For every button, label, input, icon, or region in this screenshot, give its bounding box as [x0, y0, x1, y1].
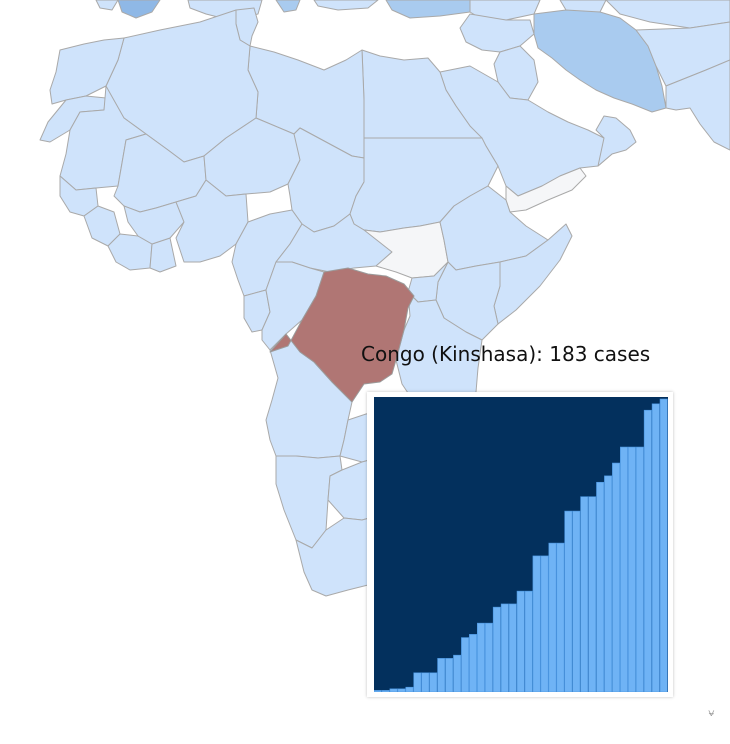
chart-bar [540, 555, 549, 692]
chart-bar [588, 496, 597, 692]
chart-bar [643, 409, 652, 692]
map-country[interactable] [95, 0, 119, 11]
country-tooltip: Congo (Kinshasa): 183 cases [361, 342, 651, 366]
chart-bar [651, 403, 660, 692]
chart-bar [374, 690, 382, 692]
map-country[interactable] [385, 0, 471, 19]
chart-bar [461, 637, 470, 692]
map-country[interactable] [665, 59, 730, 151]
chart-bar [659, 398, 668, 692]
chart-bar [508, 603, 517, 692]
case-history-svg [374, 397, 668, 692]
chart-bar [516, 590, 525, 692]
case-history-chart [367, 392, 673, 697]
chart-bar [492, 606, 501, 692]
chart-bar [477, 622, 485, 692]
chart-bar [556, 542, 565, 692]
chart-bar [548, 542, 557, 692]
chart-bar [413, 672, 422, 692]
chart-bar [620, 446, 628, 692]
map-country[interactable] [493, 223, 573, 325]
chart-bar [437, 658, 446, 692]
map-country[interactable] [533, 9, 667, 113]
map-country[interactable] [123, 201, 185, 245]
chart-bar [421, 672, 430, 692]
map-country[interactable] [313, 0, 379, 11]
chart-bar [604, 475, 613, 692]
chart-bar [524, 590, 533, 692]
map-corner-icon: ⍱ [708, 706, 715, 719]
chart-bar [564, 510, 573, 692]
chart-bar [389, 688, 398, 692]
chart-bar [596, 481, 605, 692]
chart-bar [469, 634, 477, 692]
map-country[interactable] [275, 0, 301, 13]
chart-bar [453, 654, 462, 692]
chart-bar [627, 446, 636, 692]
chart-bar [429, 672, 438, 692]
chart-bar [397, 688, 406, 692]
map-country[interactable] [49, 37, 125, 105]
chart-bar [612, 462, 621, 692]
map-country[interactable] [459, 13, 535, 53]
chart-bar [381, 690, 390, 692]
chart-bar [635, 446, 644, 692]
chart-bar [580, 496, 589, 692]
chart-bar [532, 555, 541, 692]
map-country-congo-kinshasa[interactable] [269, 267, 415, 403]
chart-bar [484, 622, 493, 692]
map-country[interactable] [117, 0, 161, 19]
chart-bar [445, 658, 454, 692]
chart-bar [405, 686, 414, 692]
chart-bar [572, 510, 581, 692]
chart-bar [500, 603, 509, 692]
map-country[interactable] [595, 115, 637, 167]
